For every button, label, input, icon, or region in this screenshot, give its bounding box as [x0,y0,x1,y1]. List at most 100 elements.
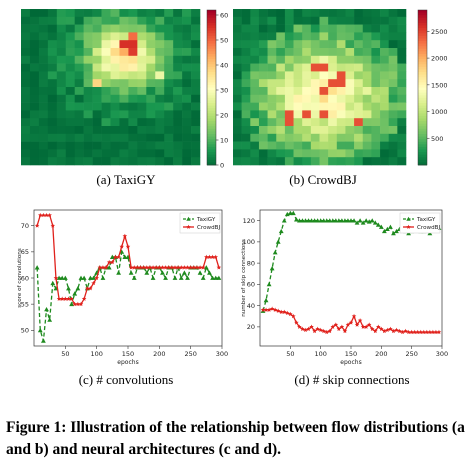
heatmap-cell [101,79,111,88]
data-point-taxigy [91,275,96,280]
heatmap-cell [354,94,364,103]
heatmap-cell [137,32,147,41]
heatmap-cell [74,32,84,41]
heatmap-cell [119,94,129,103]
heatmap-cell [65,126,75,135]
heatmap-cell [110,9,120,18]
data-point-taxigy [81,275,87,280]
heatmap-cell [293,102,303,111]
heatmap-cell [258,48,268,57]
heatmap-cell [110,94,120,103]
heatmap-cell [276,16,286,25]
heatmap-cell [319,24,329,33]
data-point-crowdbj [185,265,190,270]
heatmap-cell [101,110,111,119]
x-tick-label: 50 [286,350,294,358]
heatmap-cell [47,157,58,166]
heatmap-cell [128,133,138,142]
heatmap-cell [310,149,320,158]
heatmap-cell [380,48,389,57]
heatmap-cell [173,118,183,127]
data-point-taxigy [66,286,71,291]
x-tick-label: 200 [375,350,387,358]
y-tick-label: 40 [247,302,255,310]
heatmap-cell [21,110,31,119]
heatmap-cell [173,63,183,72]
heatmap-cell [310,126,320,135]
heatmap-cell [56,24,67,33]
heatmap-cell [345,141,355,150]
heatmap-cell [74,157,84,166]
heatmap-cell [310,87,320,96]
heatmap-cell [128,118,138,127]
colorbar-tick-label: 2500 [431,28,448,36]
heatmap-cell [336,40,346,49]
heatmap-cell [276,110,286,119]
heatmap-cell [345,71,355,80]
colorbar-band [207,15,216,19]
data-point-crowdbj [182,265,187,270]
heatmap-cell [336,133,346,142]
heatmap-cell [310,63,320,72]
data-point-crowdbj [315,326,320,331]
heatmap-cell [29,79,40,88]
heatmap-cell [38,24,49,33]
heatmap-cell [182,102,192,111]
data-point-crowdbj [69,296,74,301]
figure-caption: Figure 1: Illustration of the relationsh… [6,419,465,458]
heatmap-cell [258,40,268,49]
heatmap-cell [164,32,174,41]
heatmap-cell [362,94,372,103]
data-point-crowdbj [394,327,399,332]
heatmap-cell [354,79,364,88]
heatmap-cell [191,141,201,150]
data-point-crowdbj [88,286,93,291]
data-point-crowdbj [141,265,146,270]
crowdbj-heatmap [233,9,407,166]
heatmap-cell [65,149,75,158]
data-point-crowdbj [309,324,314,329]
heatmap-cell [21,24,31,33]
heatmap-cell [276,141,286,150]
colorbar-band [207,35,216,39]
heatmap-cell [293,9,303,18]
heatmap-cell [155,141,165,150]
heatmap-cell [191,79,201,88]
heatmap-cell [276,48,286,57]
heatmap-cell [371,118,381,127]
heatmap-cell [371,87,381,96]
heatmap-cell [38,16,49,25]
heatmap-cell [250,16,260,25]
colorbar-band [418,100,427,104]
heatmap-cell [293,79,303,88]
heatmap-cell [182,94,192,103]
colorbar-band [207,61,216,65]
data-point-crowdbj [84,286,90,291]
colorbar-band [418,115,427,119]
heatmap-cell [29,24,40,33]
colorbar-band [207,20,216,24]
heatmap-cell [182,55,192,64]
heatmap-cell [110,149,120,158]
colorbar-band [418,59,427,63]
colorbar-band [418,33,427,37]
colorbar-band [207,136,216,140]
heatmap-cell [258,55,268,64]
heatmap-cell [319,55,329,64]
heatmap-cell [137,63,147,72]
heatmap-cell [191,118,201,127]
heatmap-cell [233,16,242,25]
heatmap-cell [362,149,372,158]
heatmap-cell [137,102,147,111]
data-point-taxigy [50,280,56,286]
colorbar-band [207,146,216,150]
heatmap-cell [388,87,398,96]
heatmap-cell [388,79,398,88]
heatmap-cell [137,94,147,103]
heatmap-cell [319,40,329,49]
heatmap-cell [29,102,40,111]
heatmap-cell [182,87,192,96]
heatmap-cell [258,149,268,158]
y-tick-label: 60 [247,281,255,289]
heatmap-cell [336,32,346,41]
